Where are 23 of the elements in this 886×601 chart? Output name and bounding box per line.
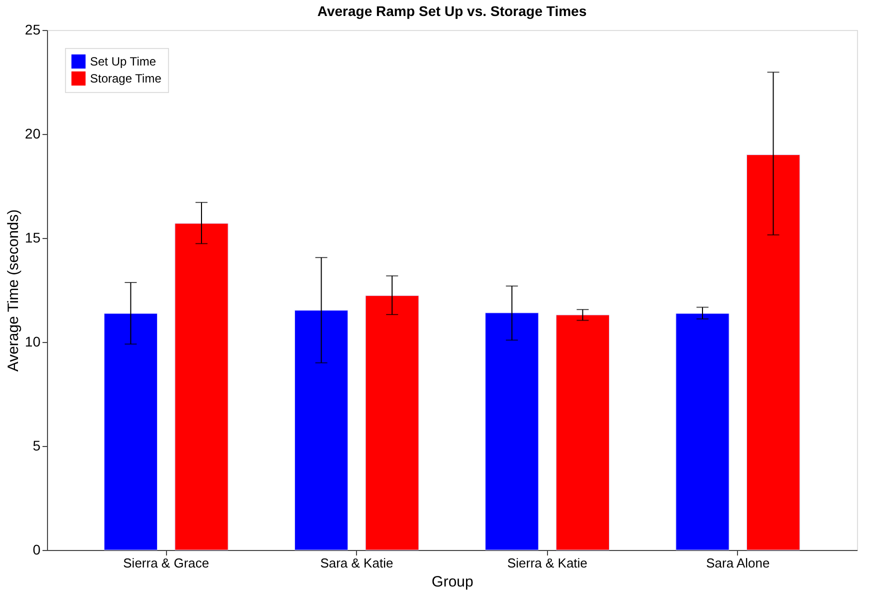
y-tick-label: 25	[24, 22, 41, 38]
y-tick-label: 5	[32, 438, 41, 454]
bar	[365, 295, 419, 550]
bar	[485, 312, 539, 550]
y-tick-label: 10	[24, 334, 41, 350]
y-tick-label: 20	[24, 126, 41, 142]
y-tick-label: 0	[32, 542, 41, 558]
bar	[294, 310, 348, 550]
bar	[746, 154, 800, 550]
legend-label: Set Up Time	[90, 54, 156, 68]
bar	[174, 223, 228, 550]
x-tick-label: Sierra & Grace	[123, 556, 210, 570]
x-tick-label: Sara Alone	[706, 556, 770, 570]
x-axis-title: Group	[432, 574, 474, 590]
legend-label: Storage Time	[90, 72, 162, 86]
y-axis-title: Average Time (seconds)	[4, 209, 22, 372]
x-tick-label: Sierra & Katie	[507, 556, 588, 570]
bar	[556, 314, 610, 550]
bar	[676, 313, 730, 550]
x-tick-label: Sara & Katie	[320, 556, 394, 570]
chart-title: Average Ramp Set Up vs. Storage Times	[317, 3, 587, 19]
y-tick-label: 15	[24, 230, 41, 246]
bar	[104, 313, 158, 550]
